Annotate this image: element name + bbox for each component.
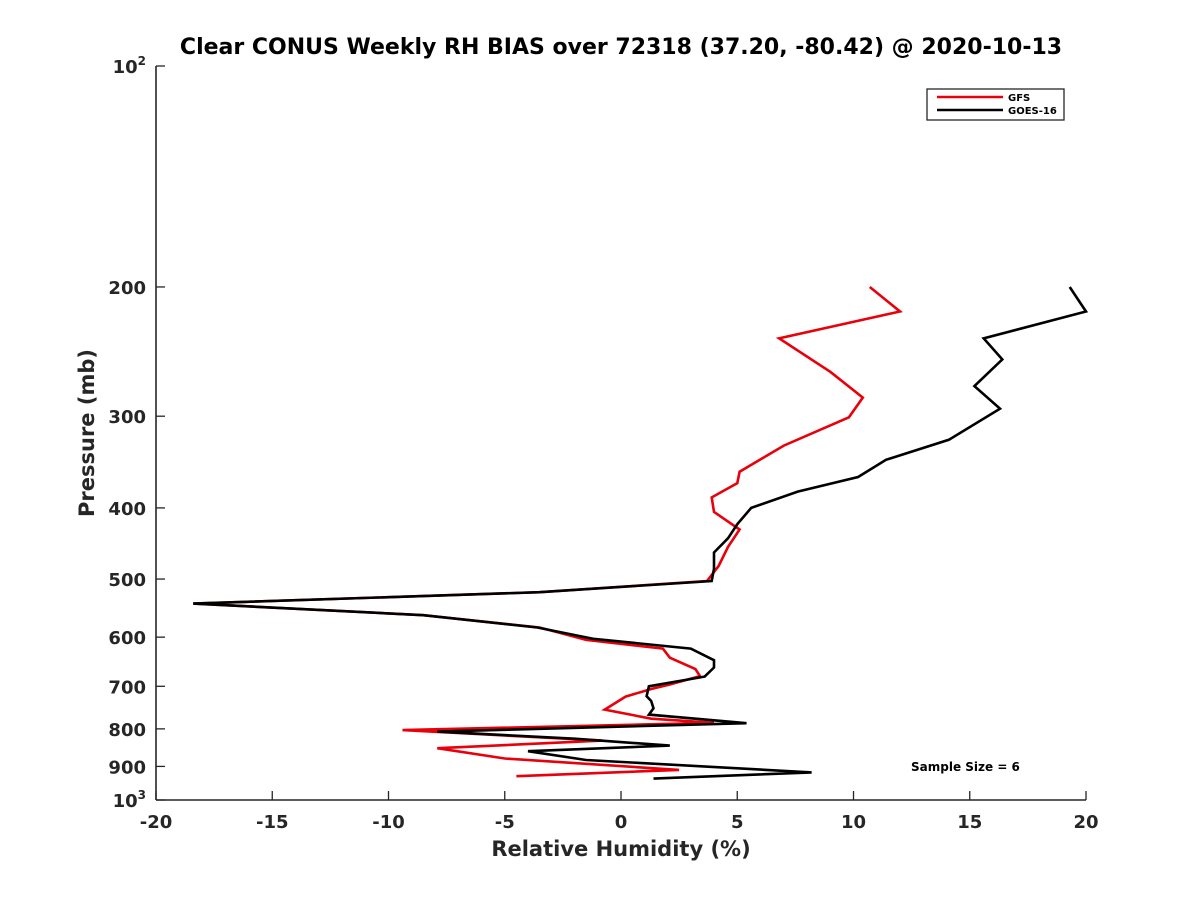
x-tick-label: 20	[1073, 812, 1098, 833]
y-axis-label: Pressure (mb)	[75, 349, 99, 517]
y-tick-label: 500	[108, 570, 146, 591]
x-tick-label: -5	[495, 812, 515, 833]
series-layer	[193, 285, 1089, 780]
y-tick-label: 200	[108, 278, 146, 299]
y-tick-label: 700	[108, 677, 146, 698]
x-tick-label: -15	[256, 812, 289, 833]
x-tick-label: 5	[731, 812, 744, 833]
x-ticks: -20 -15 -10 -5 0 5 10 15 20	[140, 791, 1099, 833]
chart-title: Clear CONUS Weekly RH BIAS over 72318 (3…	[180, 35, 1062, 60]
y-tick-label: 800	[108, 720, 146, 741]
legend-label-goes-16: GOES-16	[1008, 106, 1057, 117]
legend: GFS GOES-16	[926, 88, 1065, 121]
y-tick-label: 300	[108, 407, 146, 428]
y-tick-label: 600	[108, 628, 146, 649]
sample-size-annotation: Sample Size = 6	[911, 760, 1020, 774]
series-line-goes-16	[193, 286, 1089, 780]
x-tick-label: -10	[372, 812, 405, 833]
y-tick-label: 400	[108, 499, 146, 520]
y-ticks: 102 200 300 400 500 600 700 800 900 103	[108, 54, 165, 812]
y-tick-label: 103	[113, 788, 146, 812]
x-tick-label: 15	[957, 812, 982, 833]
x-tick-label: 0	[615, 812, 628, 833]
x-tick-label: 10	[841, 812, 866, 833]
legend-label-gfs: GFS	[1008, 93, 1030, 104]
y-tick-label: 102	[113, 54, 146, 78]
y-tick-label: 900	[108, 757, 146, 778]
x-tick-label: -20	[140, 812, 173, 833]
legend-box	[926, 88, 1065, 121]
x-axis-label: Relative Humidity (%)	[491, 837, 750, 861]
